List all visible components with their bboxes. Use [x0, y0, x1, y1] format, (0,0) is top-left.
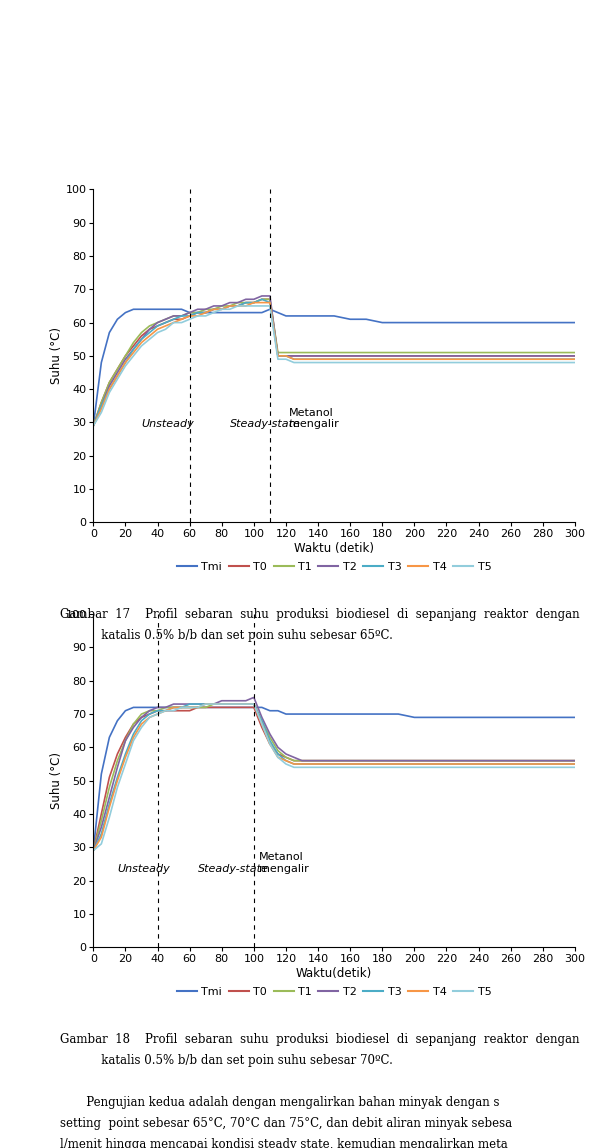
Text: Gambar  17    Profil  sebaran  suhu  produksi  biodiesel  di  sepanjang  reaktor: Gambar 17 Profil sebaran suhu produksi b… [60, 608, 580, 621]
Text: katalis 0.5% b/b dan set poin suhu sebesar 65ºC.: katalis 0.5% b/b dan set poin suhu sebes… [60, 629, 393, 642]
Text: Metanol
mengalir: Metanol mengalir [259, 852, 308, 874]
Text: setting  point sebesar 65°C, 70°C dan 75°C, dan debit aliran minyak sebesa: setting point sebesar 65°C, 70°C dan 75°… [60, 1117, 512, 1130]
Text: Steady-state: Steady-state [230, 419, 300, 429]
Text: Pengujian kedua adalah dengan mengalirkan bahan minyak dengan s: Pengujian kedua adalah dengan mengalirka… [60, 1096, 500, 1109]
X-axis label: Waktu(detik): Waktu(detik) [296, 967, 372, 980]
Text: Steady-state: Steady-state [197, 863, 268, 874]
Text: Gambar  18    Profil  sebaran  suhu  produksi  biodiesel  di  sepanjang  reaktor: Gambar 18 Profil sebaran suhu produksi b… [60, 1033, 580, 1046]
X-axis label: Waktu (detik): Waktu (detik) [294, 542, 374, 556]
Text: Unsteady: Unsteady [141, 419, 194, 429]
Legend: Tmi, T0, T1, T2, T3, T4, T5: Tmi, T0, T1, T2, T3, T4, T5 [172, 558, 496, 576]
Text: l/menit hingga mencapai kondisi steady state, kemudian mengalirkan meta: l/menit hingga mencapai kondisi steady s… [60, 1138, 508, 1148]
Y-axis label: Suhu (°C): Suhu (°C) [49, 327, 63, 385]
Legend: Tmi, T0, T1, T2, T3, T4, T5: Tmi, T0, T1, T2, T3, T4, T5 [172, 983, 496, 1001]
Text: katalis 0.5% b/b dan set poin suhu sebesar 70ºC.: katalis 0.5% b/b dan set poin suhu sebes… [60, 1054, 393, 1066]
Text: Metanol
mengalir: Metanol mengalir [289, 408, 339, 429]
Text: Unsteady: Unsteady [117, 863, 170, 874]
Y-axis label: Suhu (°C): Suhu (°C) [49, 752, 63, 809]
